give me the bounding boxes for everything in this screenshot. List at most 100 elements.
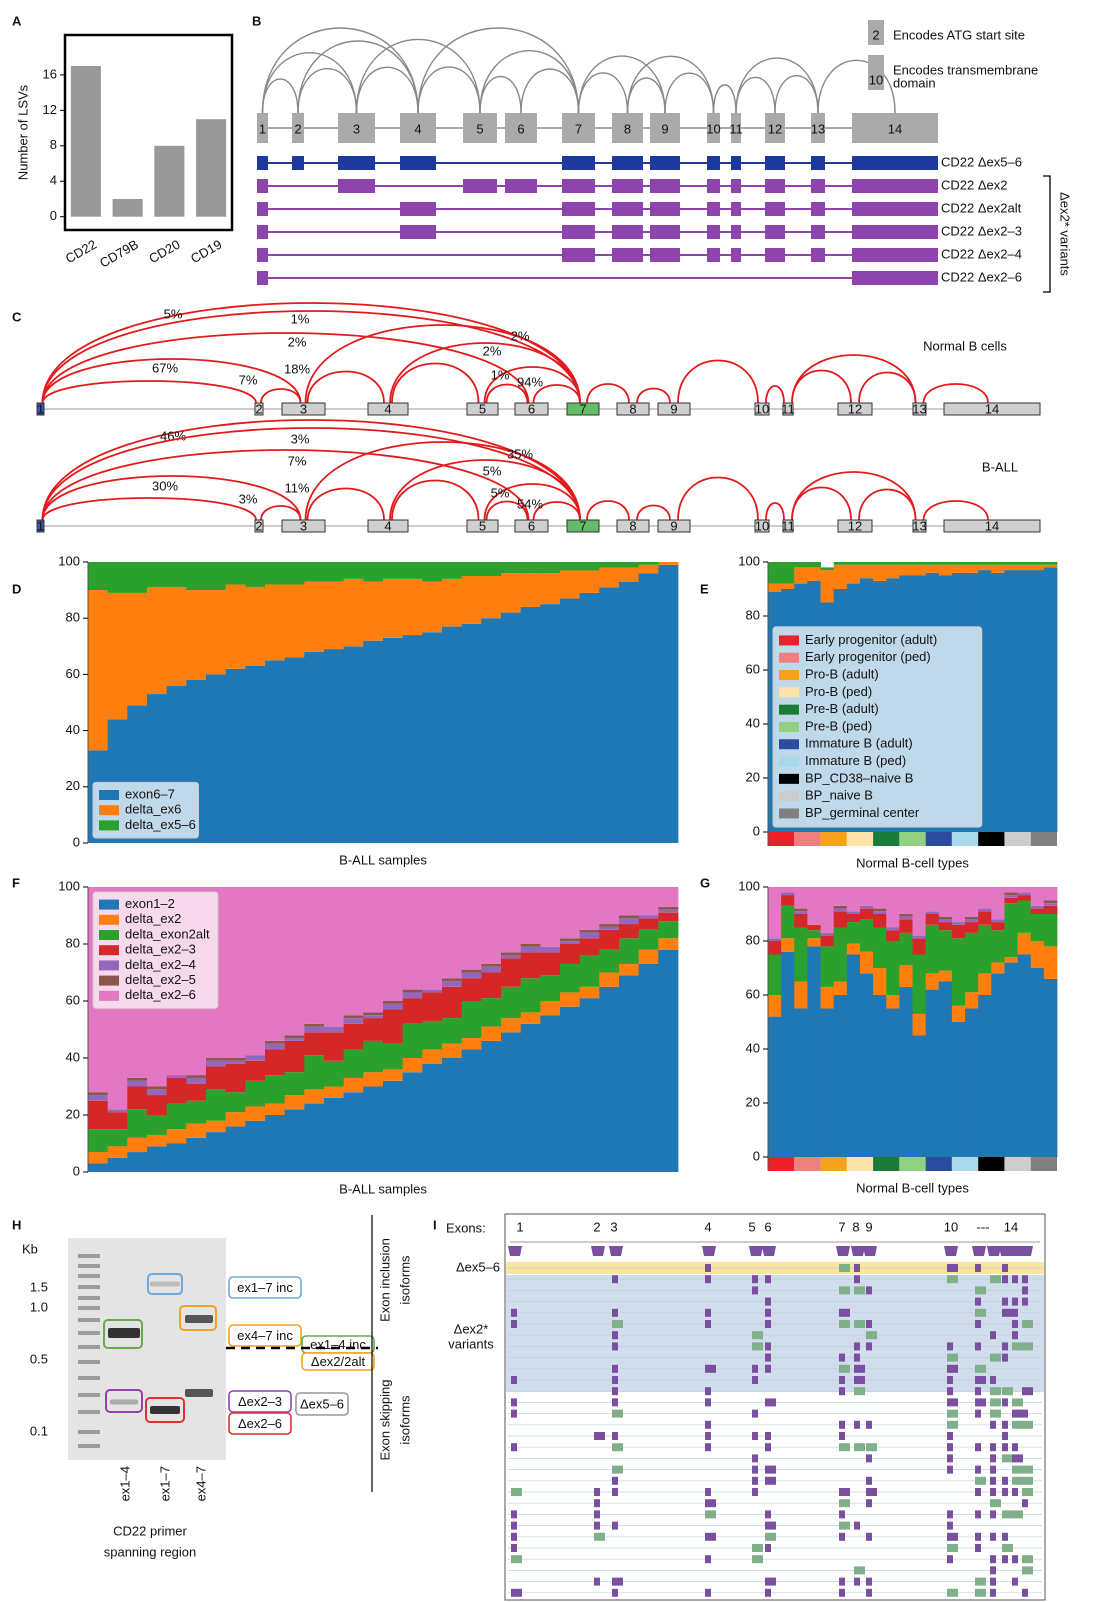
bar-segment — [847, 565, 861, 584]
read-block — [975, 1286, 986, 1294]
ladder-label: 0.1 — [30, 1423, 48, 1438]
bar-segment — [768, 584, 782, 592]
y-tick-label: 20 — [746, 1094, 760, 1109]
bar-segment — [422, 582, 442, 633]
bar-segment — [442, 978, 462, 981]
splice-arc — [357, 67, 419, 113]
isoform-exon — [650, 156, 680, 170]
read-block — [839, 1387, 845, 1395]
bar-segment — [939, 919, 953, 922]
labelled-junction-arc — [43, 381, 257, 403]
bar-segment — [847, 922, 861, 944]
bar-segment — [939, 562, 953, 565]
isoform-exon — [765, 202, 785, 216]
panel-label: D — [12, 581, 21, 596]
bar-segment — [834, 928, 848, 982]
ladder-label: 0.5 — [30, 1351, 48, 1366]
read-block — [752, 1286, 758, 1294]
legend-label: BP_naive B — [805, 788, 873, 803]
exon-label: 5 — [748, 1219, 755, 1234]
junction-percent: 67% — [152, 360, 178, 375]
read-block — [1012, 1421, 1023, 1429]
ladder-band — [78, 1285, 100, 1289]
bar-segment — [860, 562, 874, 565]
isoform-exon — [650, 179, 680, 193]
read-block — [1012, 1510, 1023, 1518]
ladder-band — [78, 1274, 100, 1278]
bar-segment — [285, 1038, 305, 1041]
read-block — [947, 1410, 958, 1418]
exon-label: 10 — [944, 1219, 958, 1234]
bar-segment — [781, 952, 795, 1157]
read-block — [765, 1354, 771, 1362]
ladder-band — [78, 1345, 100, 1349]
read-block — [612, 1342, 618, 1350]
isoform-exon — [731, 179, 741, 193]
bar-segment — [383, 638, 403, 843]
read-block — [765, 1522, 776, 1530]
read-block — [854, 1443, 865, 1451]
ladder-band — [78, 1264, 100, 1268]
bar-segment — [88, 562, 108, 590]
panel-label: H — [12, 1217, 21, 1232]
bar-segment — [768, 1017, 782, 1157]
bar-segment — [88, 1163, 108, 1172]
bar-segment — [873, 968, 887, 995]
bar-segment — [599, 950, 619, 973]
bar-segment — [344, 579, 364, 646]
bar-segment — [952, 1006, 966, 1022]
read-block — [612, 1477, 618, 1485]
read-block — [612, 1432, 618, 1440]
group-strip — [768, 832, 794, 846]
legend-label: delta_ex6 — [125, 802, 181, 817]
bar-segment — [1018, 562, 1032, 565]
bar-segment — [462, 562, 482, 576]
group-strip — [847, 1157, 873, 1171]
exon-label: 4 — [384, 518, 391, 533]
read-block — [612, 1488, 618, 1496]
bar-segment — [978, 995, 992, 1157]
read-block — [511, 1533, 517, 1541]
splice-arc — [298, 41, 418, 113]
read-block — [765, 1510, 771, 1518]
read-block — [854, 1320, 865, 1328]
junction-percent: 1% — [291, 311, 310, 326]
read-block — [975, 1578, 986, 1586]
bar-segment — [991, 922, 1005, 930]
page: ABCDEFGHICD22CD79BCD20CD190481216Number … — [0, 0, 1102, 1602]
bar-segment — [926, 990, 940, 1157]
bar-segment — [886, 941, 900, 995]
bar-segment — [873, 562, 887, 565]
y-tick-label: 100 — [58, 553, 80, 568]
read-block — [854, 1421, 860, 1429]
bar-segment — [481, 618, 501, 843]
isoform-exon — [731, 225, 741, 239]
bar-segment — [226, 887, 246, 1058]
bar-segment — [768, 955, 782, 996]
legend-swatch — [779, 687, 799, 697]
read-block — [975, 1410, 981, 1418]
exon-label: 14 — [985, 518, 999, 533]
bar-segment — [127, 1081, 147, 1087]
y-tick-label: 40 — [66, 722, 80, 737]
isoform-exon — [400, 202, 436, 216]
group-strip — [821, 832, 847, 846]
bar-segment — [1044, 946, 1058, 978]
read-block — [511, 1376, 517, 1384]
bar-segment — [265, 1104, 285, 1115]
legend-swatch — [779, 774, 799, 784]
legend-swatch — [99, 820, 119, 830]
exon-label: 10 — [755, 518, 769, 533]
isoform-label: CD22 Δex2–6 — [941, 269, 1022, 284]
bar-segment — [206, 562, 226, 590]
group-strip — [899, 1157, 925, 1171]
isoform-exon — [562, 225, 595, 239]
bar-segment — [403, 1024, 423, 1058]
bar-segment — [580, 930, 600, 933]
isoform-tag-label: ex4–7 inc — [237, 1328, 293, 1343]
bar-segment — [1031, 887, 1045, 906]
bar-segment — [481, 1041, 501, 1172]
y-tick-label: 0 — [73, 834, 80, 849]
bar-segment — [639, 964, 659, 1172]
bar-segment — [1044, 567, 1058, 832]
